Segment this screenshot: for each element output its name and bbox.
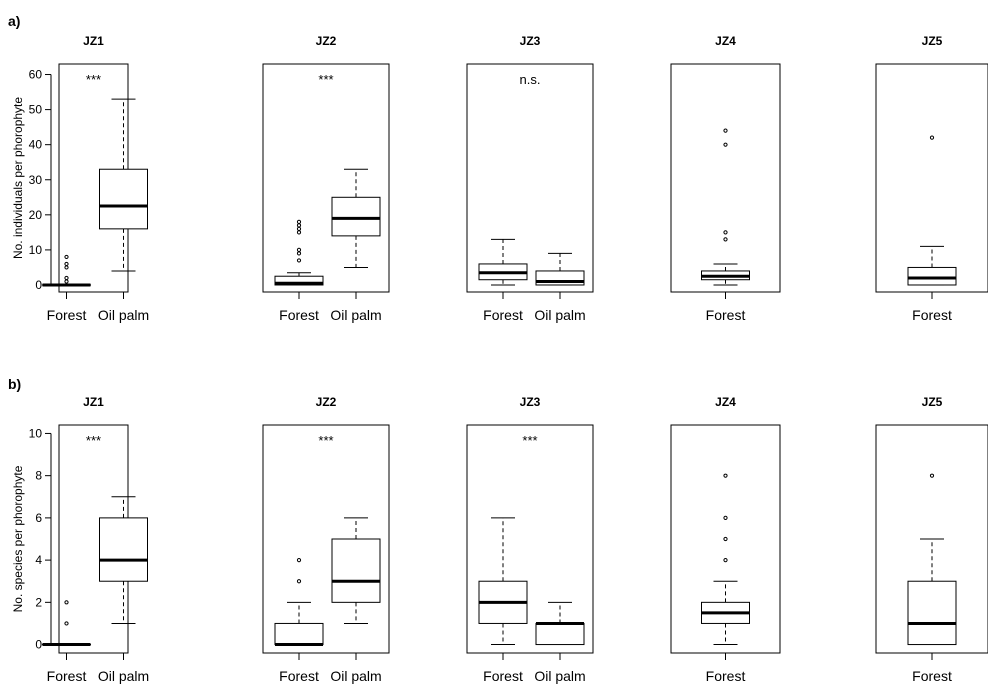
panel-title: JZ2 xyxy=(316,34,337,48)
y-tick-label: 0 xyxy=(35,638,42,652)
outlier-point xyxy=(723,230,728,235)
y-axis-label: No. species per phorophyte xyxy=(11,465,25,612)
significance-label: *** xyxy=(86,433,101,448)
panel-title: JZ3 xyxy=(520,395,541,409)
outlier-point xyxy=(296,579,302,584)
outlier-point xyxy=(296,219,302,224)
significance-label: *** xyxy=(318,433,333,448)
outlier-point xyxy=(64,279,69,284)
outlier-point xyxy=(929,473,935,478)
significance-label: *** xyxy=(318,72,333,87)
box-iqr xyxy=(331,196,381,237)
outlier-point xyxy=(723,536,728,542)
y-tick-label: 10 xyxy=(29,426,43,440)
box-iqr xyxy=(99,168,148,230)
y-axis-label: No. individuals per phorophyte xyxy=(11,97,25,259)
y-tick-label: 30 xyxy=(29,173,43,187)
box-iqr xyxy=(907,580,957,646)
outlier-point xyxy=(296,558,302,563)
x-tick-label: Forest xyxy=(706,668,746,684)
y-tick-label: 20 xyxy=(29,208,43,222)
panel-label-a: a) xyxy=(8,13,20,29)
panel-title: JZ4 xyxy=(715,34,736,48)
panel-title: JZ3 xyxy=(520,34,541,48)
x-tick-label: Oil palm xyxy=(330,307,381,323)
y-tick-label: 8 xyxy=(35,469,42,483)
x-tick-label: Oil palm xyxy=(534,307,585,323)
box-iqr xyxy=(274,275,324,286)
outlier-point xyxy=(296,230,302,235)
outlier-point xyxy=(723,515,728,520)
box-iqr xyxy=(907,266,957,286)
panel-title: JZ1 xyxy=(83,395,104,409)
panel-title: JZ4 xyxy=(715,395,736,409)
y-tick-label: 0 xyxy=(35,278,42,292)
y-tick-label: 50 xyxy=(29,103,43,117)
outlier-point xyxy=(296,247,302,253)
significance-label: n.s. xyxy=(520,72,541,87)
x-tick-label: Forest xyxy=(483,668,523,684)
y-tick-label: 4 xyxy=(35,553,42,567)
x-tick-label: Forest xyxy=(279,668,319,684)
y-tick-label: 10 xyxy=(29,243,43,257)
y-tick-label: 2 xyxy=(35,595,42,609)
outlier-point xyxy=(296,223,302,228)
outlier-point xyxy=(723,142,728,147)
x-tick-label: Forest xyxy=(706,307,746,323)
panel-title: JZ5 xyxy=(922,34,943,48)
outlier-point xyxy=(296,258,302,263)
plot-frame xyxy=(466,424,594,654)
x-tick-label: Oil palm xyxy=(534,668,585,684)
x-tick-label: Forest xyxy=(47,307,87,323)
outlier-point xyxy=(723,558,728,563)
box-iqr xyxy=(274,622,324,646)
x-tick-label: Forest xyxy=(912,307,952,323)
x-tick-label: Oil palm xyxy=(98,307,149,323)
plot-frame xyxy=(262,424,390,654)
outlier-point xyxy=(64,600,69,605)
significance-label: *** xyxy=(86,72,101,87)
x-tick-label: Oil palm xyxy=(330,668,381,684)
x-tick-label: Forest xyxy=(279,307,319,323)
plot-frame xyxy=(670,63,781,293)
plot-frame xyxy=(466,63,594,293)
x-tick-label: Forest xyxy=(912,668,952,684)
y-tick-label: 60 xyxy=(29,68,43,82)
outlier-point xyxy=(64,275,69,281)
y-tick-label: 6 xyxy=(35,511,42,525)
outlier-point xyxy=(64,254,69,260)
outlier-point xyxy=(723,473,728,478)
panel-label-b: b) xyxy=(8,376,21,392)
box-iqr xyxy=(535,622,585,646)
outlier-point xyxy=(296,226,302,231)
x-tick-label: Oil palm xyxy=(98,668,149,684)
x-tick-label: Forest xyxy=(47,668,87,684)
x-tick-label: Forest xyxy=(483,307,523,323)
plot-frame xyxy=(262,63,390,293)
outlier-point xyxy=(64,261,69,267)
outlier-point xyxy=(929,135,935,140)
outlier-point xyxy=(296,251,302,256)
box-iqr xyxy=(331,538,381,603)
panel-title: JZ1 xyxy=(83,34,104,48)
box-iqr xyxy=(99,517,148,582)
significance-label: *** xyxy=(522,433,537,448)
outlier-point xyxy=(723,128,728,133)
outlier-point xyxy=(64,265,69,270)
outlier-point xyxy=(723,237,728,242)
panel-title: JZ2 xyxy=(316,395,337,409)
outlier-point xyxy=(64,621,69,626)
panel-title: JZ5 xyxy=(922,395,943,409)
y-tick-label: 40 xyxy=(29,138,43,152)
